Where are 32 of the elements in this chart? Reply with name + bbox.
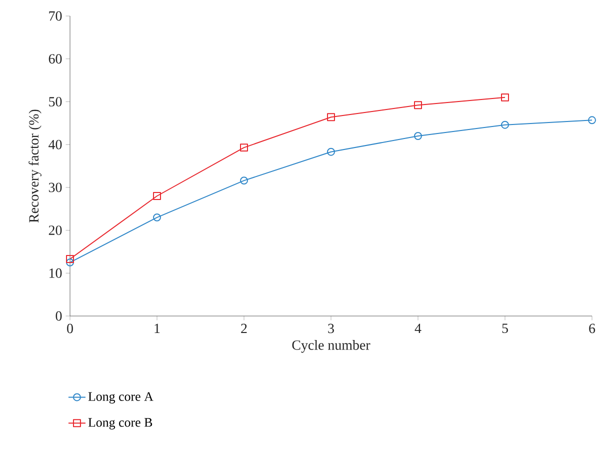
legend-label: Long core B <box>88 418 152 430</box>
y-tick-label: 40 <box>48 140 62 150</box>
y-tick-label: 10 <box>50 268 62 278</box>
point <box>153 213 161 222</box>
point <box>66 255 74 263</box>
x-axis-title: Cycle number <box>292 340 370 353</box>
x-tick-label: 2 <box>241 324 247 334</box>
x-tick-label: 3 <box>328 324 334 334</box>
y-tick-label: 50 <box>49 97 62 106</box>
x-tick-label: 5 <box>502 324 508 334</box>
y-tick-label: 20 <box>48 226 62 235</box>
y-tick-label: 60 <box>48 54 62 64</box>
point <box>240 176 248 185</box>
legend-label: Long core A <box>88 392 154 404</box>
point <box>588 116 596 124</box>
point <box>240 144 248 152</box>
point <box>414 101 422 110</box>
x-tick-label: 0 <box>67 324 73 334</box>
point <box>153 192 161 200</box>
y-tick-label: 70 <box>49 11 62 21</box>
y-tick-label: 0 <box>56 311 62 321</box>
x-tick-label: 1 <box>154 324 160 333</box>
point <box>327 113 335 122</box>
x-tick-label: 6 <box>589 324 596 334</box>
point <box>501 93 509 102</box>
y-tick-label: 30 <box>48 182 62 192</box>
y-axis-title: Recovery factor (%) <box>28 110 42 223</box>
x-tick-label: 4 <box>414 324 422 333</box>
point <box>414 132 422 140</box>
point <box>501 120 509 129</box>
point <box>327 148 335 156</box>
point <box>66 258 74 266</box>
